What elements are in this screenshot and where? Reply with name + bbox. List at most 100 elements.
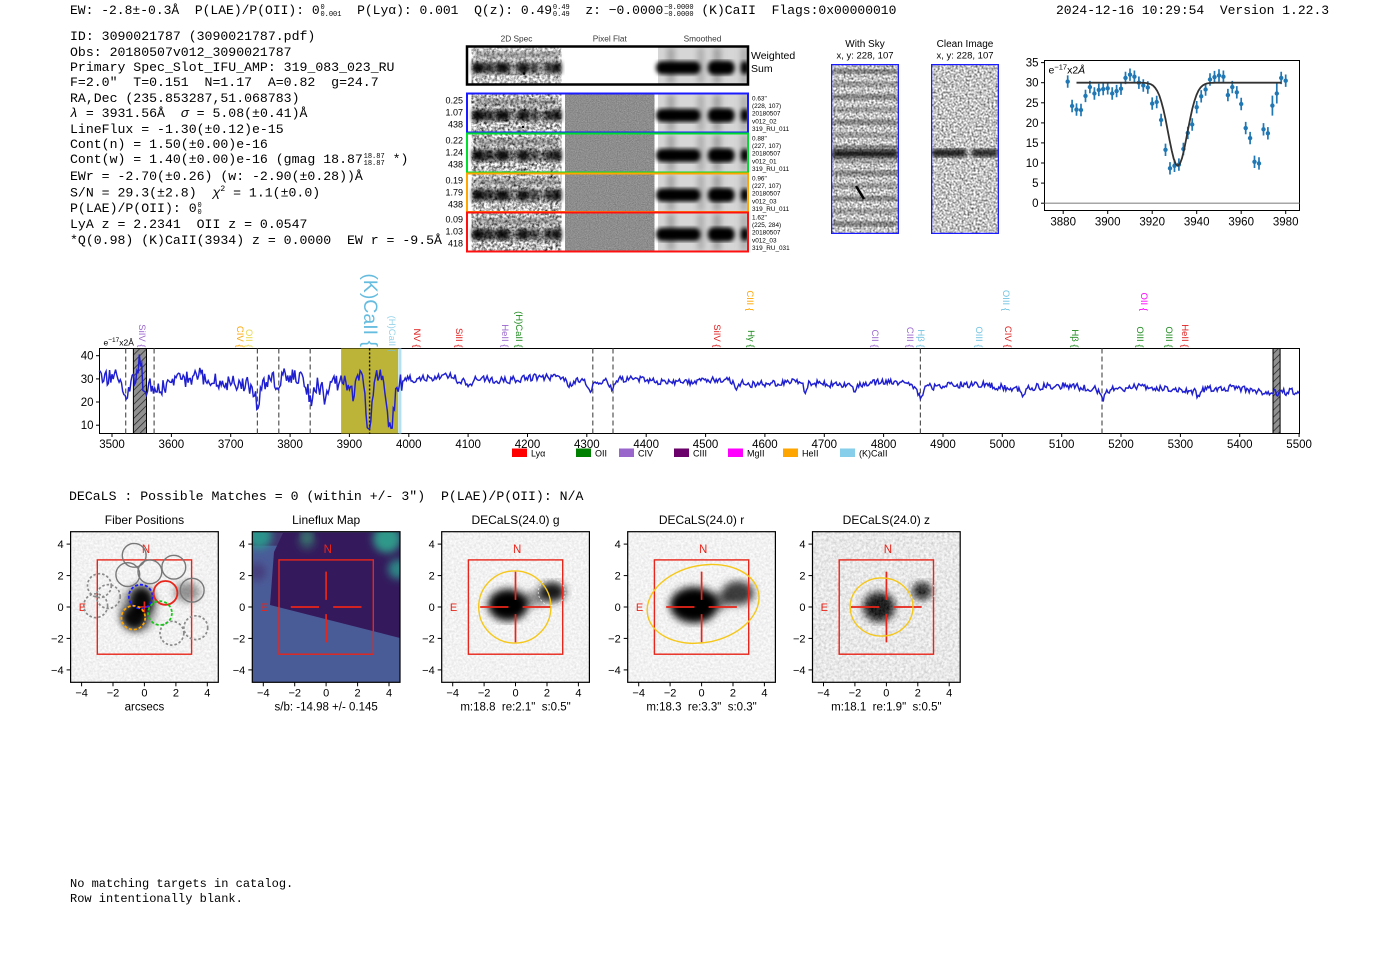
svg-text:0: 0 [323, 687, 329, 699]
svg-text:2: 2 [355, 687, 361, 699]
svg-text:(K)CaII {: (K)CaII { [359, 273, 381, 347]
svg-text:3700: 3700 [218, 439, 244, 451]
svg-text:10: 10 [81, 420, 94, 432]
svg-text:e−17x2Å: e−17x2Å [104, 337, 135, 348]
svg-text:N: N [513, 544, 521, 556]
svg-text:20180507: 20180507 [752, 191, 781, 198]
svg-text:−4: −4 [51, 665, 64, 677]
svg-text:2D Spec: 2D Spec [501, 34, 533, 44]
svg-text:CIII {: CIII { [744, 290, 755, 311]
svg-text:−2: −2 [51, 633, 64, 645]
svg-text:0: 0 [512, 687, 518, 699]
svg-text:OII: OII [595, 449, 607, 459]
svg-text:4700: 4700 [811, 439, 837, 451]
svg-text:N: N [324, 544, 332, 556]
svg-text:E: E [821, 602, 828, 614]
svg-text:2: 2 [799, 571, 805, 583]
svg-text:Smoothed: Smoothed [684, 34, 722, 44]
svg-text:Hγ {: Hγ { [745, 330, 756, 347]
svg-text:4200: 4200 [515, 439, 541, 451]
svg-text:5500: 5500 [1286, 439, 1312, 451]
svg-text:e−17x2Å: e−17x2Å [1049, 63, 1086, 77]
svg-text:1.03: 1.03 [445, 227, 463, 237]
svg-text:4: 4 [429, 539, 435, 551]
svg-text:3940: 3940 [1184, 217, 1210, 229]
svg-text:438: 438 [448, 120, 463, 130]
svg-text:0: 0 [1032, 198, 1038, 210]
svg-text:Clean Image: Clean Image [937, 39, 994, 50]
svg-text:4400: 4400 [633, 439, 659, 451]
svg-text:10: 10 [1026, 158, 1039, 170]
svg-text:35: 35 [1026, 58, 1039, 70]
svg-text:N: N [142, 544, 150, 556]
svg-text:4000: 4000 [396, 439, 422, 451]
svg-text:2: 2 [730, 687, 736, 699]
svg-text:3960: 3960 [1228, 217, 1254, 229]
svg-text:0: 0 [698, 687, 704, 699]
svg-text:319_RU_011: 319_RU_011 [752, 166, 790, 173]
svg-text:OII {: OII { [243, 329, 254, 347]
svg-text:−4: −4 [817, 687, 830, 699]
svg-text:3600: 3600 [159, 439, 185, 451]
svg-text:1.79: 1.79 [445, 188, 463, 198]
svg-text:−2: −2 [422, 633, 435, 645]
svg-text:v012_02: v012_02 [752, 118, 777, 125]
svg-text:NV {: NV { [411, 328, 422, 347]
svg-text:−4: −4 [257, 687, 270, 699]
svg-text:1.62": 1.62" [752, 215, 767, 222]
svg-text:−4: −4 [793, 665, 806, 677]
svg-text:2: 2 [544, 687, 550, 699]
svg-text:3900: 3900 [1095, 217, 1121, 229]
svg-text:−4: −4 [446, 687, 459, 699]
svg-text:CIII: CIII [693, 449, 707, 459]
svg-text:CIII {: CIII { [904, 327, 915, 348]
svg-text:4900: 4900 [930, 439, 956, 451]
svg-text:s/b: -14.98 +/- 0.145: s/b: -14.98 +/- 0.145 [275, 701, 378, 713]
svg-text:−2: −2 [233, 633, 246, 645]
svg-text:Weighted: Weighted [751, 50, 795, 62]
svg-text:0: 0 [883, 687, 889, 699]
svg-text:Pixel Flat: Pixel Flat [593, 34, 628, 44]
svg-text:5200: 5200 [1108, 439, 1134, 451]
svg-text:OIII {: OIII { [1163, 326, 1174, 347]
svg-text:3900: 3900 [337, 439, 363, 451]
svg-text:30: 30 [1026, 78, 1039, 90]
svg-text:(225, 284): (225, 284) [752, 222, 781, 229]
svg-text:SiIV {: SiIV { [136, 324, 147, 347]
svg-text:−2: −2 [288, 687, 301, 699]
svg-text:1.24: 1.24 [445, 148, 463, 158]
svg-text:438: 438 [448, 200, 463, 210]
svg-text:(H)CaII {: (H)CaII { [386, 316, 397, 352]
svg-text:DECaLS(24.0) r: DECaLS(24.0) r [659, 513, 744, 527]
svg-text:v012_01: v012_01 [752, 158, 777, 165]
svg-text:5100: 5100 [1049, 439, 1075, 451]
svg-text:4: 4 [615, 539, 621, 551]
svg-text:0: 0 [141, 687, 147, 699]
svg-text:4: 4 [239, 539, 245, 551]
svg-text:4: 4 [799, 539, 805, 551]
svg-text:30: 30 [81, 374, 94, 386]
svg-text:2: 2 [173, 687, 179, 699]
svg-text:4: 4 [57, 539, 63, 551]
svg-text:CII {: CII { [869, 330, 880, 348]
svg-text:CIV {: CIV { [234, 326, 245, 348]
svg-text:319_RU_031: 319_RU_031 [752, 245, 790, 252]
svg-text:25: 25 [1026, 98, 1039, 110]
svg-text:5300: 5300 [1168, 439, 1194, 451]
svg-text:SiIV {: SiIV { [711, 324, 722, 347]
svg-text:OII {: OII { [1138, 293, 1149, 311]
svg-text:0: 0 [57, 602, 63, 614]
svg-text:E: E [450, 602, 457, 614]
svg-text:0: 0 [615, 602, 621, 614]
svg-text:0.22: 0.22 [445, 136, 463, 146]
svg-text:15: 15 [1026, 138, 1039, 150]
svg-text:2: 2 [429, 571, 435, 583]
svg-text:5: 5 [1032, 178, 1038, 190]
svg-text:Hβ {: Hβ { [1069, 329, 1080, 347]
svg-text:2: 2 [615, 571, 621, 583]
svg-text:0: 0 [799, 602, 805, 614]
svg-text:HeII {: HeII { [499, 324, 510, 347]
svg-text:−4: −4 [75, 687, 88, 699]
svg-text:Lineflux Map: Lineflux Map [292, 513, 360, 527]
svg-text:HeII: HeII [802, 449, 819, 459]
